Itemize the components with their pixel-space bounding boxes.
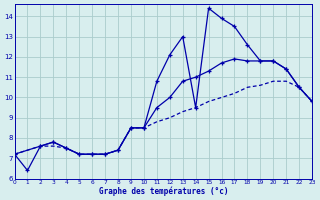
X-axis label: Graphe des températures (°c): Graphe des températures (°c) (99, 186, 228, 196)
